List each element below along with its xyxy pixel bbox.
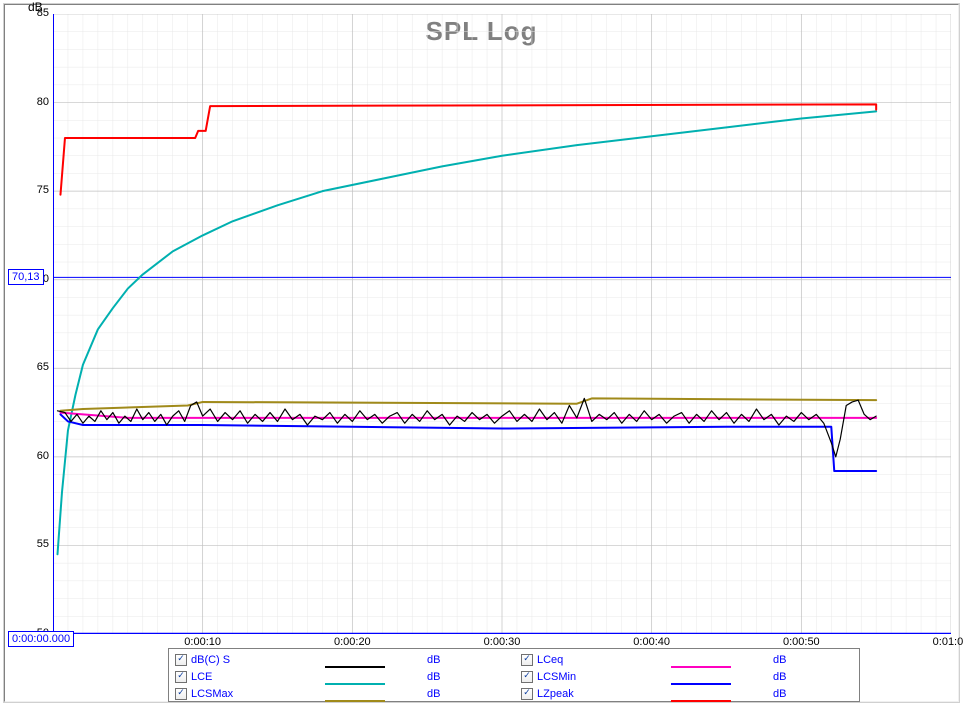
legend-item: LCSMax — [175, 685, 233, 702]
series-line — [60, 104, 876, 194]
legend-checkbox[interactable] — [175, 671, 187, 683]
x-tick-label: 0:00:40 — [633, 636, 670, 648]
legend-checkbox[interactable] — [175, 688, 187, 700]
x-tick-label: 0:00:30 — [484, 636, 521, 648]
marker-x-box: 0:00:00.000 — [8, 631, 74, 647]
legend-item: dB(C) S — [175, 651, 230, 668]
legend-unit: dB — [427, 685, 440, 702]
legend-unit: dB — [773, 685, 786, 702]
x-tick-label: 0:01:00 — [933, 636, 963, 648]
legend-swatch — [325, 700, 385, 702]
legend-series-name: LCSMin — [537, 671, 576, 683]
legend: dB(C) S dB LCeq dB LCE dB LCSMin dB LCSMax dB LZpe… — [168, 648, 860, 702]
legend-swatch — [325, 683, 385, 685]
y-tick-label: 85 — [37, 7, 49, 19]
legend-checkbox[interactable] — [521, 654, 533, 666]
legend-series-name: LCE — [191, 671, 212, 683]
legend-unit: dB — [427, 651, 440, 668]
y-tick-label: 80 — [37, 96, 49, 108]
legend-swatch — [671, 700, 731, 702]
x-tick-label: 0:00:20 — [334, 636, 371, 648]
legend-series-name: LZpeak — [537, 688, 574, 700]
series-line — [60, 398, 876, 410]
x-tick-label: 0:00:50 — [783, 636, 820, 648]
legend-item: LCE — [175, 668, 212, 685]
legend-item: LZpeak — [521, 685, 574, 702]
legend-checkbox[interactable] — [521, 671, 533, 683]
x-tick-label: 0:00:10 — [184, 636, 221, 648]
legend-series-name: dB(C) S — [191, 654, 230, 666]
marker-y-box: 70,13 — [8, 269, 44, 285]
legend-swatch — [671, 666, 731, 668]
legend-series-name: LCSMax — [191, 688, 233, 700]
legend-item: LCeq — [521, 651, 563, 668]
legend-unit: dB — [773, 668, 786, 685]
legend-item: LCSMin — [521, 668, 576, 685]
series-line — [60, 414, 876, 471]
y-tick-label: 65 — [37, 361, 49, 373]
y-tick-label: 55 — [37, 538, 49, 550]
y-tick-label: 60 — [37, 450, 49, 462]
legend-unit: dB — [427, 668, 440, 685]
plot-area — [53, 14, 951, 634]
legend-unit: dB — [773, 651, 786, 668]
legend-swatch — [671, 683, 731, 685]
y-tick-label: 75 — [37, 184, 49, 196]
legend-swatch — [325, 666, 385, 668]
legend-series-name: LCeq — [537, 654, 563, 666]
legend-checkbox[interactable] — [175, 654, 187, 666]
legend-checkbox[interactable] — [521, 688, 533, 700]
